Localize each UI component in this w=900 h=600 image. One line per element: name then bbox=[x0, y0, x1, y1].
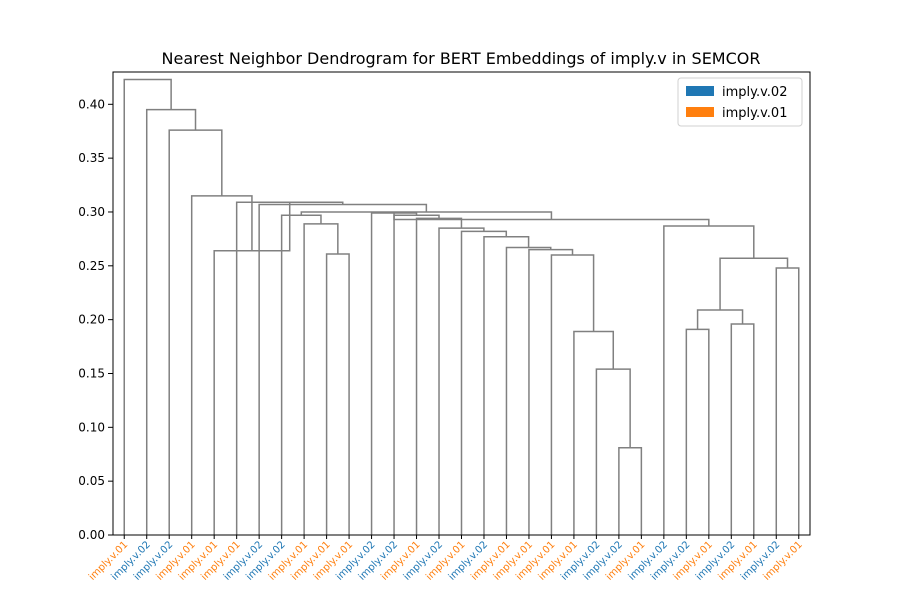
dendrogram-link bbox=[123, 78, 172, 535]
dendrogram-link bbox=[685, 328, 710, 535]
dendrogram-link bbox=[528, 248, 574, 535]
legend-label: imply.v.02 bbox=[722, 85, 787, 100]
dendrogram-link bbox=[573, 330, 615, 535]
y-tick-label: 0.10 bbox=[78, 420, 105, 434]
dendrogram-link bbox=[775, 267, 800, 535]
y-tick-label: 0.00 bbox=[78, 528, 105, 542]
dendrogram-link bbox=[438, 227, 485, 535]
dendrogram-link bbox=[190, 195, 253, 535]
y-tick-label: 0.30 bbox=[78, 205, 105, 219]
y-tick-label: 0.35 bbox=[78, 151, 105, 165]
dendrogram-link bbox=[730, 323, 755, 535]
y-tick-label: 0.40 bbox=[78, 97, 105, 111]
dendrogram-link bbox=[550, 254, 595, 535]
dendrogram-link bbox=[393, 213, 710, 226]
x-axis-leaf-labels: imply.v.01imply.v.02imply.v.02imply.v.01… bbox=[87, 535, 805, 583]
dendrogram-link bbox=[370, 212, 418, 535]
y-tick-label: 0.25 bbox=[78, 259, 105, 273]
dendrogram-link bbox=[719, 257, 789, 310]
dendrogram-link bbox=[300, 211, 553, 220]
legend: imply.v.02 imply.v.01 bbox=[677, 77, 803, 127]
dendrogram-link bbox=[280, 214, 322, 535]
legend-swatch bbox=[686, 107, 714, 117]
dendrogram-link bbox=[483, 235, 530, 535]
y-tick-label: 0.20 bbox=[78, 313, 105, 327]
dendrogram-link bbox=[235, 201, 344, 535]
legend-swatch bbox=[686, 86, 714, 96]
dendrogram-link bbox=[618, 447, 643, 535]
y-tick-label: 0.05 bbox=[78, 474, 105, 488]
y-axis: 0.00 0.05 0.10 0.15 0.20 0.25 0.30 0.35 0.40 bbox=[78, 97, 113, 542]
dendrogram-link bbox=[325, 253, 350, 535]
dendrogram-link bbox=[258, 203, 428, 535]
dendrogram-link bbox=[303, 223, 339, 535]
dendrogram-link bbox=[393, 214, 440, 535]
dendrogram-link bbox=[595, 368, 631, 535]
dendrogram-links bbox=[123, 78, 800, 535]
y-tick-label: 0.15 bbox=[78, 366, 105, 380]
dendrogram-link bbox=[145, 108, 197, 535]
dendrogram-link bbox=[213, 202, 291, 535]
chart-title: Nearest Neighbor Dendrogram for BERT Emb… bbox=[162, 49, 761, 68]
dendrogram-link bbox=[696, 309, 744, 330]
legend-label: imply.v.01 bbox=[722, 106, 787, 121]
